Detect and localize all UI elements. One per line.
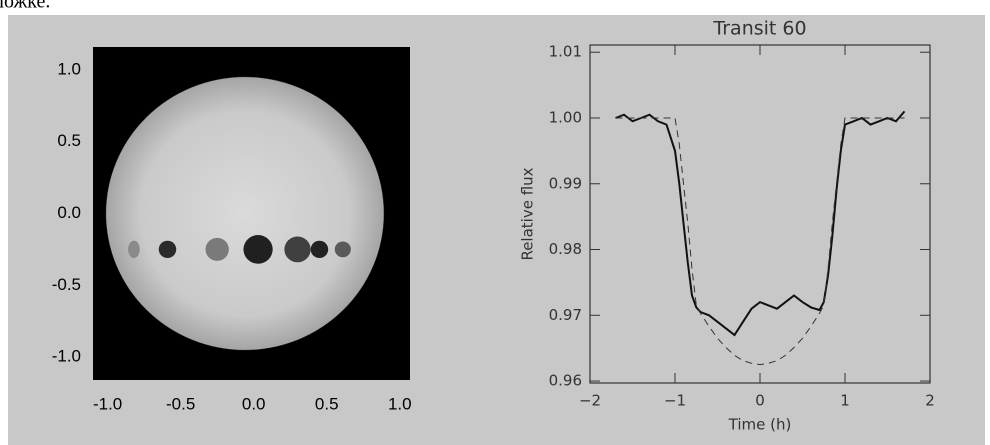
y-tick-label: 0.99: [549, 174, 582, 192]
y-tick-label: 0.97: [549, 306, 582, 324]
header-fragment: ложке.: [0, 0, 50, 13]
x-tick-label: 1.0: [388, 394, 412, 413]
x-tick-label: −2: [579, 392, 601, 410]
x-tick-label: 2: [925, 392, 935, 410]
spot: [128, 240, 140, 258]
y-tick-label: 0.0: [57, 203, 81, 222]
y-tick-label: 0.98: [549, 240, 582, 258]
y-tick-label: 0.96: [549, 372, 582, 390]
chart-title: Transit 60: [712, 18, 806, 40]
spot: [334, 241, 351, 258]
series-line: [615, 110, 906, 337]
y-tick-label: -0.5: [52, 275, 81, 294]
x-tick-label: -0.5: [166, 394, 195, 413]
spot: [284, 236, 311, 263]
series-line: [615, 117, 905, 366]
x-axis-label: Time (h): [728, 416, 792, 434]
x-tick-label: 0.5: [315, 394, 339, 413]
y-tick-label: 0.5: [57, 131, 81, 150]
y-tick-label: 1.01: [549, 43, 582, 61]
x-tick-label: 0.0: [242, 394, 266, 413]
spot: [310, 240, 329, 258]
x-tick-label: -1.0: [93, 394, 122, 413]
x-tick-label: −1: [664, 392, 686, 410]
right-panel: −2 −1 0 1 2 0.96 0.97 0.98 0.99 1.00 1.01 Transit 6…: [519, 18, 935, 434]
y-tick-label: 1.00: [549, 108, 582, 126]
y-tick-label: -1.0: [52, 347, 81, 366]
y-axis-label: Relative flux: [519, 167, 537, 260]
spot: [158, 240, 177, 258]
left-panel: -1.0 -0.5 0.0 0.5 1.0 1.0 0.5 0.0 -0.5 -1.0: [52, 47, 412, 413]
spot: [205, 237, 229, 261]
star-disk: [105, 76, 385, 351]
y-tick-label: 1.0: [57, 59, 81, 78]
x-tick-label: 0: [755, 392, 765, 410]
spot: [243, 235, 273, 264]
x-tick-label: 1: [840, 392, 850, 410]
